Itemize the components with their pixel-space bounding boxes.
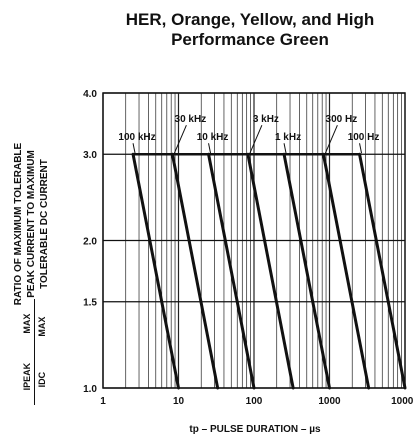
series-label: 300 Hz xyxy=(326,114,358,125)
series-label: 100 kHz xyxy=(118,132,155,143)
x-tick-label: 10000 xyxy=(391,396,413,407)
chart-title-line-2: Performance Green xyxy=(171,30,329,49)
x-axis-label: tp – PULSE DURATION – µs xyxy=(189,424,321,435)
y-tick-label: 3.0 xyxy=(83,150,97,161)
series-label: 30 kHz xyxy=(175,114,207,125)
x-tick-label: 10 xyxy=(173,396,185,407)
series-line xyxy=(282,152,331,390)
x-tick-label: 1000 xyxy=(318,396,341,407)
axis-ticks: 1 10 100 1000 10000 1.0 1.5 2.0 3.0 4.0 xyxy=(83,89,413,407)
chart-title-line-1: HER, Orange, Yellow, and High xyxy=(125,10,375,29)
series-label: 10 kHz xyxy=(197,132,229,143)
series-lines xyxy=(131,152,407,390)
series-line xyxy=(246,152,295,390)
series-label-leader xyxy=(359,143,363,154)
series-labels: 100 kHz 30 kHz 10 kHz 3 kHz 1 kHz 300 Hz 100 H… xyxy=(118,114,380,154)
series-label: 3 kHz xyxy=(253,114,279,125)
y-tick-label: 4.0 xyxy=(83,89,97,100)
grid xyxy=(102,92,405,389)
series-label-leader xyxy=(324,125,338,154)
series-label-leader xyxy=(173,125,187,154)
y-tick-label: 2.0 xyxy=(83,237,97,248)
y-tick-label: 1.5 xyxy=(83,298,97,309)
series-label-leader xyxy=(249,125,263,154)
series-label-leader xyxy=(132,143,136,154)
y-tick-label: 1.0 xyxy=(83,384,97,395)
series-label-leader xyxy=(208,143,212,154)
series-line xyxy=(358,152,407,390)
series-line xyxy=(170,152,220,390)
series-line xyxy=(207,152,256,390)
x-tick-label: 1 xyxy=(100,396,106,407)
series-line xyxy=(131,152,180,390)
series-label-leader xyxy=(283,143,287,154)
x-tick-label: 100 xyxy=(246,396,263,407)
series-label: 100 Hz xyxy=(348,132,380,143)
series-label: 1 kHz xyxy=(275,132,301,143)
series-line xyxy=(321,152,371,390)
